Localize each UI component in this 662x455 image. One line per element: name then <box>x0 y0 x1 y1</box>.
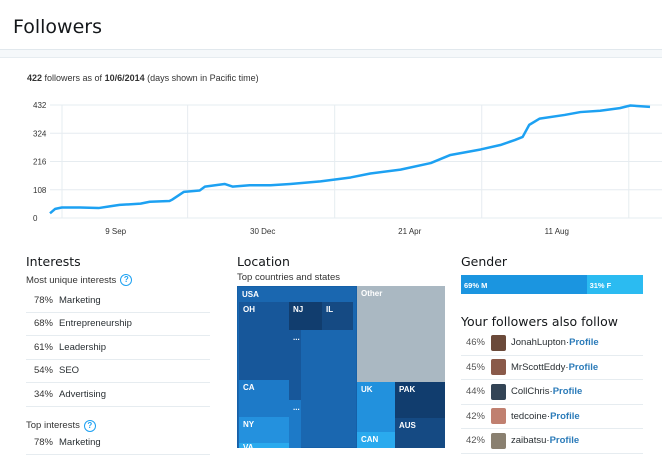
x-tick-label: 9 Sep <box>105 227 126 236</box>
treemap-va[interactable]: VA <box>239 443 289 448</box>
treemap-more[interactable]: ... <box>289 330 301 400</box>
follow-username[interactable]: zaibatsu <box>511 435 546 446</box>
interest-row[interactable]: 54% SEO <box>26 360 210 384</box>
treemap-aus[interactable]: AUS <box>395 418 445 448</box>
follow-username[interactable]: tedcoine <box>511 411 547 422</box>
y-tick-label: 108 <box>33 186 47 195</box>
follow-percent: 44% <box>461 386 485 397</box>
y-tick-label: 216 <box>33 158 47 167</box>
follow-row: 45%MrScottEddy · Profile <box>461 356 643 381</box>
treemap-ny[interactable]: NY <box>239 417 289 443</box>
follow-percent: 42% <box>461 411 485 422</box>
followers-chart[interactable]: 0 108 216 324 432 9 Sep 30 Dec 21 Apr 11 Aug <box>0 92 662 242</box>
gender-section: Gender <box>461 254 507 269</box>
page-title: Followers <box>13 16 662 38</box>
interest-percent: 78% <box>26 295 53 306</box>
page-header: Followers <box>0 0 662 50</box>
interest-percent: 34% <box>26 389 53 400</box>
location-section: Location Top countries and states <box>237 254 340 283</box>
gender-male-segment: 69% M <box>461 275 587 294</box>
interest-row[interactable]: 78% Marketing <box>26 289 210 313</box>
follow-username[interactable]: MrScottEddy <box>511 362 565 373</box>
avatar[interactable] <box>491 384 506 400</box>
treemap-il[interactable]: IL <box>322 302 353 330</box>
summary-date: 10/6/2014 <box>105 73 145 83</box>
interest-percent: 61% <box>26 342 53 353</box>
interest-name: Marketing <box>59 437 101 448</box>
y-tick-label: 432 <box>33 101 47 110</box>
profile-link[interactable]: Profile <box>569 362 599 373</box>
help-icon[interactable]: ? <box>84 420 96 432</box>
interest-percent: 68% <box>26 318 53 329</box>
gender-bar: 69% M 31% F <box>461 275 643 294</box>
treemap-more[interactable]: ... <box>289 400 301 448</box>
avatar[interactable] <box>491 359 506 375</box>
interest-percent: 54% <box>26 365 53 376</box>
avatar[interactable] <box>491 433 506 449</box>
follower-count: 422 <box>27 73 42 83</box>
follow-percent: 45% <box>461 362 485 373</box>
follow-row: 46%JonahLupton · Profile <box>461 331 643 356</box>
profile-link[interactable]: Profile <box>569 337 599 348</box>
treemap-nj[interactable]: NJ <box>289 302 322 330</box>
x-tick-label: 11 Aug <box>545 227 569 236</box>
treemap-pak[interactable]: PAK <box>395 382 445 418</box>
also-follow-title: Your followers also follow <box>461 314 643 329</box>
x-tick-label: 30 Dec <box>250 227 275 236</box>
interest-name: SEO <box>59 365 79 376</box>
x-tick-label: 21 Apr <box>398 227 421 236</box>
interest-name: Entrepreneurship <box>59 318 132 329</box>
y-tick-label: 324 <box>33 129 47 138</box>
summary-text: followers as of <box>42 73 105 83</box>
location-title: Location <box>237 254 340 269</box>
follow-row: 44%CollChris · Profile <box>461 380 643 405</box>
follow-username[interactable]: CollChris <box>511 386 550 397</box>
location-subtitle: Top countries and states <box>237 272 340 283</box>
interest-name: Leadership <box>59 342 106 353</box>
treemap-other[interactable]: Other <box>357 286 445 382</box>
treemap-uk[interactable]: UK <box>357 382 395 432</box>
treemap-ca[interactable]: CA <box>239 380 289 417</box>
top-interests-label: Top interests <box>26 420 80 431</box>
profile-link[interactable]: Profile <box>553 386 583 397</box>
profile-link[interactable]: Profile <box>550 435 580 446</box>
followers-line <box>50 106 650 214</box>
location-treemap[interactable]: USA OH NJ IL ... CA ... NY VA Other UK P… <box>237 286 445 448</box>
gender-title: Gender <box>461 254 507 269</box>
followers-summary: 422 followers as of 10/6/2014 (days show… <box>27 73 259 83</box>
divider-band <box>0 50 662 58</box>
follow-row: 42%zaibatsu · Profile <box>461 429 643 454</box>
avatar[interactable] <box>491 335 506 351</box>
interest-name: Marketing <box>59 295 101 306</box>
interest-percent: 78% <box>26 437 53 448</box>
treemap-can[interactable]: CAN <box>357 432 395 448</box>
gender-female-segment: 31% F <box>587 275 643 294</box>
y-tick-label: 0 <box>33 214 38 223</box>
interest-row[interactable]: 61% Leadership <box>26 336 210 360</box>
interest-row[interactable]: 68% Entrepreneurship <box>26 313 210 337</box>
interest-row[interactable]: 34% Advertising <box>26 383 210 407</box>
summary-note: (days shown in Pacific time) <box>145 73 259 83</box>
avatar[interactable] <box>491 408 506 424</box>
unique-interests-label: Most unique interests <box>26 275 116 286</box>
follow-percent: 46% <box>461 337 485 348</box>
also-follow-section: Your followers also follow 46% JonahLupto… <box>461 314 643 454</box>
follow-username[interactable]: JonahLupton <box>511 337 566 348</box>
interests-title: Interests <box>26 254 210 269</box>
interest-row[interactable]: 78% Marketing <box>26 432 210 455</box>
interests-section: Interests Most unique interests? 78% Mark… <box>26 254 210 455</box>
interest-name: Advertising <box>59 389 106 400</box>
follow-percent: 42% <box>461 435 485 446</box>
help-icon[interactable]: ? <box>120 274 132 286</box>
treemap-oh[interactable]: OH <box>239 302 289 380</box>
profile-link[interactable]: Profile <box>550 411 580 422</box>
follow-row: 42%tedcoine · Profile <box>461 405 643 430</box>
